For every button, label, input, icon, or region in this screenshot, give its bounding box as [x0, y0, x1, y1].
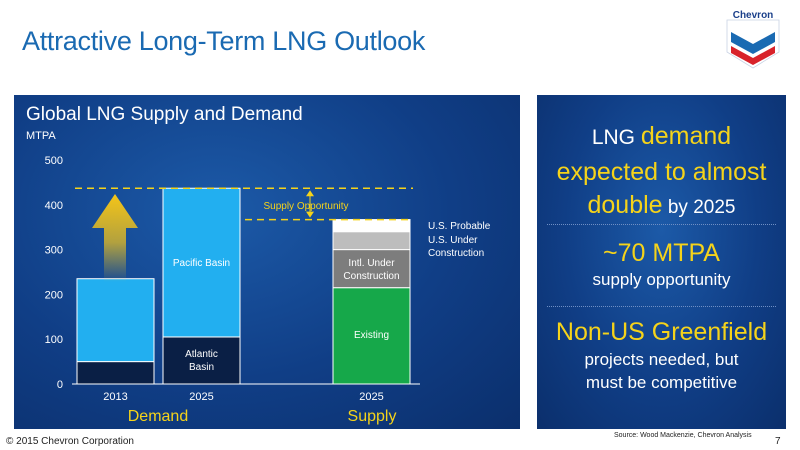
us-under-construction-label: U.S. Under: [428, 235, 478, 246]
slide-title: Attractive Long-Term LNG Outlook: [22, 26, 426, 56]
y-tick-label: 0: [57, 379, 63, 391]
callout-by2025-text: by 2025: [662, 197, 736, 218]
y-tick-label: 300: [45, 245, 63, 257]
callout-lng-text: LNG: [591, 126, 641, 149]
callout-greenfield-text: Non-US Greenfield: [555, 318, 768, 346]
us-probable-label: U.S. Probable: [428, 221, 491, 232]
atlantic-basin-label: Basin: [189, 362, 214, 373]
us-under-construction-label: Construction: [428, 248, 484, 259]
pacific-basin-label: Pacific Basin: [173, 258, 230, 269]
callout-supply-opportunity-text: supply opportunity: [592, 270, 731, 289]
callout-double-text: double: [587, 191, 663, 219]
x-category-label: 2025: [189, 391, 213, 403]
y-tick-label: 500: [45, 155, 63, 167]
bar-segment: [76, 361, 155, 385]
supply-gap-arrowhead-down: [306, 211, 314, 218]
growth-arrow: [92, 194, 138, 282]
bar-segment: [162, 336, 241, 385]
greenfield-callout: Non-US Greenfield projects needed, but m…: [537, 317, 786, 394]
intl-under-construction-label: Construction: [343, 271, 399, 282]
copyright: © 2015 Chevron Corporation: [6, 436, 134, 447]
logo-text: Chevron: [733, 10, 774, 21]
demand-callout: LNG demand expected to almost double by …: [537, 120, 786, 225]
chevron-logo: Chevron: [726, 10, 780, 69]
right-panel: [537, 95, 786, 429]
bar-segment: [76, 278, 155, 363]
page-number: 7: [775, 436, 781, 447]
supply-gap-arrowhead-up: [306, 190, 314, 197]
y-tick-label: 200: [45, 289, 63, 301]
callout-expected-text: expected to almost: [556, 158, 767, 186]
atlantic-basin-label: Atlantic: [185, 349, 218, 360]
demand-group-label: Demand: [128, 408, 188, 425]
callout-competitive-text: must be competitive: [585, 373, 738, 392]
callout-projects-text: projects needed, but: [584, 350, 739, 369]
chart-title: Global LNG Supply and Demand: [26, 104, 303, 125]
intl-under-construction-label: Intl. Under: [348, 258, 395, 269]
callout-demand-text: demand: [640, 122, 732, 150]
supply-opportunity-label: Supply Opportunity: [263, 201, 348, 212]
callout-mtpa-text: ~70 MTPA: [603, 239, 720, 267]
divider: [547, 306, 776, 307]
bar-segment: [332, 249, 411, 289]
chart-unit-label: MTPA: [26, 130, 56, 142]
bar-segment: [162, 187, 241, 338]
supply-opportunity-callout: ~70 MTPA supply opportunity: [537, 238, 786, 292]
source-note: Source: Wood Mackenzie, Chevron Analysis: [614, 432, 752, 439]
x-category-label: 2025: [359, 391, 383, 403]
supply-group-label: Supply: [348, 408, 397, 425]
divider: [547, 224, 776, 225]
y-tick-label: 400: [45, 200, 63, 212]
bar-segment: [332, 219, 411, 233]
x-category-label: 2013: [103, 391, 127, 403]
bar-segment: [332, 231, 411, 251]
y-tick-label: 100: [45, 334, 63, 346]
existing-label: Existing: [354, 330, 389, 341]
